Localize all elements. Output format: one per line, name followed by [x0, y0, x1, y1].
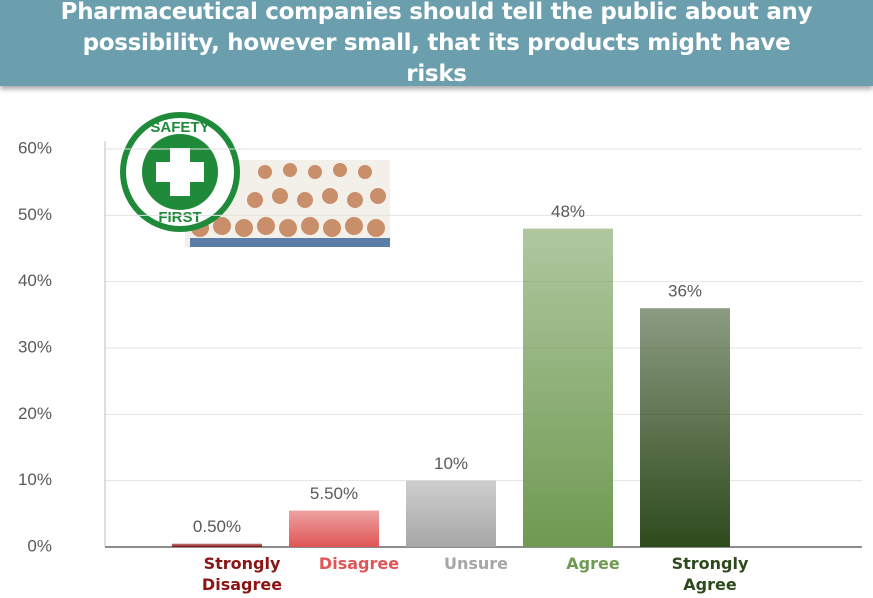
y-tick-label: 30% [18, 337, 52, 356]
x-tick-label: Disagree [318, 554, 400, 573]
bar [406, 480, 496, 547]
value-label: 36% [668, 282, 702, 301]
badge-text: FIRST [158, 209, 201, 226]
y-tick-label: 50% [18, 205, 52, 224]
title-banner: Pharmaceutical companies should tell the… [0, 0, 873, 87]
x-tick-label: Unsure [443, 554, 509, 573]
bar [289, 510, 379, 547]
y-tick-label: 10% [18, 470, 52, 489]
value-label: 5.50% [310, 484, 358, 503]
value-label: 48% [551, 202, 585, 221]
value-label: 0.50% [193, 517, 241, 536]
badge-text: SAFETY [150, 119, 209, 136]
bar [640, 308, 730, 547]
y-tick-label: 0% [27, 536, 52, 555]
bar [172, 543, 262, 547]
bar [523, 228, 613, 547]
badge: SAFETY FIRST [120, 112, 240, 232]
y-tick-label: 40% [18, 271, 52, 290]
x-tick-label: Strongly Agree [671, 554, 749, 594]
x-tick-label: Agree [566, 554, 620, 573]
y-tick-label: 20% [18, 404, 52, 423]
y-tick-label: 60% [18, 138, 52, 157]
x-tick-label: Strongly Disagree [201, 554, 283, 594]
crowd [185, 160, 390, 247]
chart-title: Pharmaceutical companies should tell the… [60, 0, 813, 87]
value-label: 10% [434, 454, 468, 473]
